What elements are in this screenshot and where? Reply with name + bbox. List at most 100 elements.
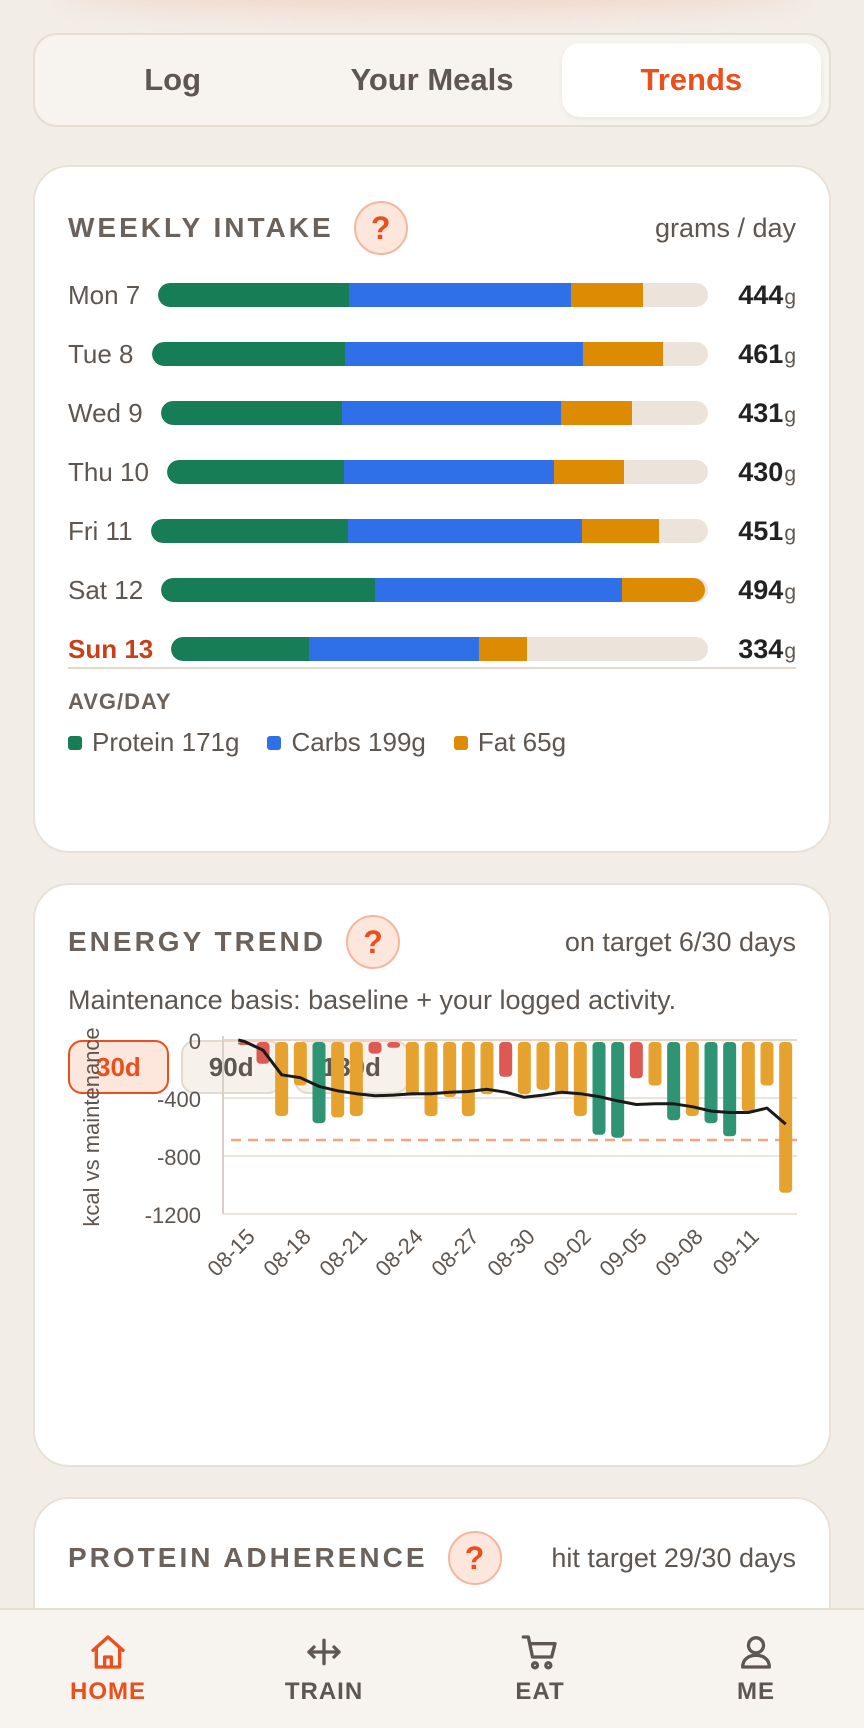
weekly-intake-help-button[interactable]: ? <box>353 201 408 255</box>
top-glow <box>60 0 804 10</box>
intake-row-unit: g <box>784 403 796 427</box>
nav-eat[interactable]: EAT <box>432 1610 648 1728</box>
legend-fat-swatch <box>453 735 468 750</box>
weekly-intake-title: WEEKLY INTAKE <box>68 212 334 243</box>
tab-your-meals[interactable]: Your Meals <box>350 62 514 97</box>
energy-bar <box>480 1042 494 1095</box>
intake-protein-segment <box>158 283 349 307</box>
intake-carbs-segment <box>348 283 572 307</box>
tab-trends[interactable]: Trends <box>561 43 821 117</box>
x-tick-label: 08-24 <box>370 1224 427 1281</box>
energy-bar <box>741 1042 755 1112</box>
intake-row-unit: g <box>784 639 796 663</box>
intake-row: Wed 9 431g <box>68 393 796 433</box>
intake-row-unit: g <box>784 580 796 604</box>
energy-trend-card: ENERGY TREND ? on target 6/30 days Maint… <box>33 883 831 1467</box>
trend-line <box>237 1038 787 1126</box>
legend-carbs-label: Carbs 199g <box>291 727 426 757</box>
energy-bar <box>293 1042 307 1086</box>
intake-carbs-segment <box>348 519 582 543</box>
weekly-intake-unit-note: grams / day <box>654 212 796 243</box>
intake-row-total: 430g <box>726 457 796 488</box>
intake-row-day: Mon 7 <box>68 279 141 310</box>
weekly-intake-header: WEEKLY INTAKE ? grams / day <box>68 201 796 255</box>
intake-row-day: Tue 8 <box>68 338 134 369</box>
energy-bar <box>368 1042 382 1054</box>
energy-bar <box>648 1042 662 1086</box>
legend-carbs-swatch <box>267 735 282 750</box>
energy-bar <box>592 1042 606 1135</box>
intake-protein-segment <box>150 519 348 543</box>
intake-fat-segment <box>581 519 660 543</box>
intake-row: Sun 13 334g <box>68 629 796 669</box>
y-axis-label: kcal vs maintenance <box>79 1027 104 1226</box>
energy-bar <box>667 1042 681 1121</box>
x-tick-label: 09-08 <box>650 1224 707 1281</box>
intake-fat-segment <box>560 401 632 425</box>
energy-bar <box>685 1042 699 1116</box>
intake-fat-segment <box>553 460 624 484</box>
nav-train-label: TRAIN <box>284 1678 364 1705</box>
intake-row-total: 334g <box>726 634 796 665</box>
intake-protein-segment <box>166 460 345 484</box>
intake-row-track <box>160 401 708 425</box>
energy-bar <box>405 1042 419 1096</box>
intake-protein-segment <box>160 401 343 425</box>
legend-carbs: Carbs 199g <box>267 727 426 758</box>
intake-fat-segment <box>571 283 644 307</box>
x-tick-label: 09-11 <box>708 1224 764 1280</box>
energy-bar <box>536 1042 550 1090</box>
intake-protein-segment <box>171 637 310 661</box>
energy-bar <box>499 1042 513 1077</box>
energy-bar <box>312 1042 326 1124</box>
home-icon <box>91 1635 125 1669</box>
legend-fat-label: Fat 65g <box>477 727 567 757</box>
move-arrows-icon <box>307 1638 341 1666</box>
intake-protein-segment <box>161 578 375 602</box>
intake-row-track <box>158 283 708 307</box>
legend-protein-swatch <box>68 735 82 750</box>
x-tick-label: 08-15 <box>202 1224 259 1281</box>
protein-adherence-help-button[interactable]: ? <box>447 1531 502 1585</box>
nav-train[interactable]: TRAIN <box>216 1610 432 1728</box>
x-tick-label: 08-21 <box>314 1224 371 1281</box>
x-tick-label: 09-05 <box>594 1224 651 1281</box>
energy-trend-title: ENERGY TREND <box>68 926 326 957</box>
tab-log[interactable]: Log <box>144 62 202 97</box>
intake-row-track <box>166 460 708 484</box>
energy-bar <box>349 1042 363 1116</box>
intake-row-total-value: 334 <box>738 633 784 664</box>
energy-trend-help-button[interactable]: ? <box>345 915 400 969</box>
weekly-intake-card: WEEKLY INTAKE ? grams / day Mon 7 444g Tue… <box>33 165 831 853</box>
intake-row-unit: g <box>784 285 796 309</box>
nav-home[interactable]: HOME <box>0 1610 216 1728</box>
intake-row: Tue 8 461g <box>68 334 796 374</box>
energy-bar <box>331 1042 345 1118</box>
intake-row: Sat 12 494g <box>68 570 796 610</box>
nav-me-label: ME <box>737 1678 775 1705</box>
intake-row-total-value: 461 <box>738 338 784 369</box>
bottom-nav: HOME TRAIN EAT ME <box>0 1608 864 1728</box>
x-tick-label: 08-27 <box>426 1224 483 1281</box>
protein-adherence-header: PROTEIN ADHERENCE ? hit target 29/30 day… <box>68 1531 796 1585</box>
protein-adherence-summary: hit target 29/30 days <box>551 1542 796 1573</box>
energy-bar <box>424 1042 438 1116</box>
intake-protein-segment <box>151 342 346 366</box>
y-tick-label: -400 <box>157 1087 201 1112</box>
energy-bar <box>779 1042 793 1193</box>
y-tick-label: -1200 <box>145 1203 201 1228</box>
intake-row-track <box>161 578 708 602</box>
intake-row-total-value: 451 <box>738 515 784 546</box>
energy-bar <box>275 1042 289 1116</box>
intake-row-track <box>151 342 708 366</box>
legend-protein: Protein 171g <box>68 727 239 758</box>
macro-legend: Protein 171g Carbs 199g Fat 65g <box>68 727 594 758</box>
energy-bar <box>517 1042 531 1095</box>
intake-fat-segment <box>621 578 705 602</box>
nav-me[interactable]: ME <box>648 1610 864 1728</box>
energy-bar <box>461 1042 475 1116</box>
range-30d-button[interactable]: 30d <box>68 1040 169 1094</box>
nav-eat-label: EAT <box>515 1678 565 1705</box>
user-icon <box>741 1636 771 1669</box>
